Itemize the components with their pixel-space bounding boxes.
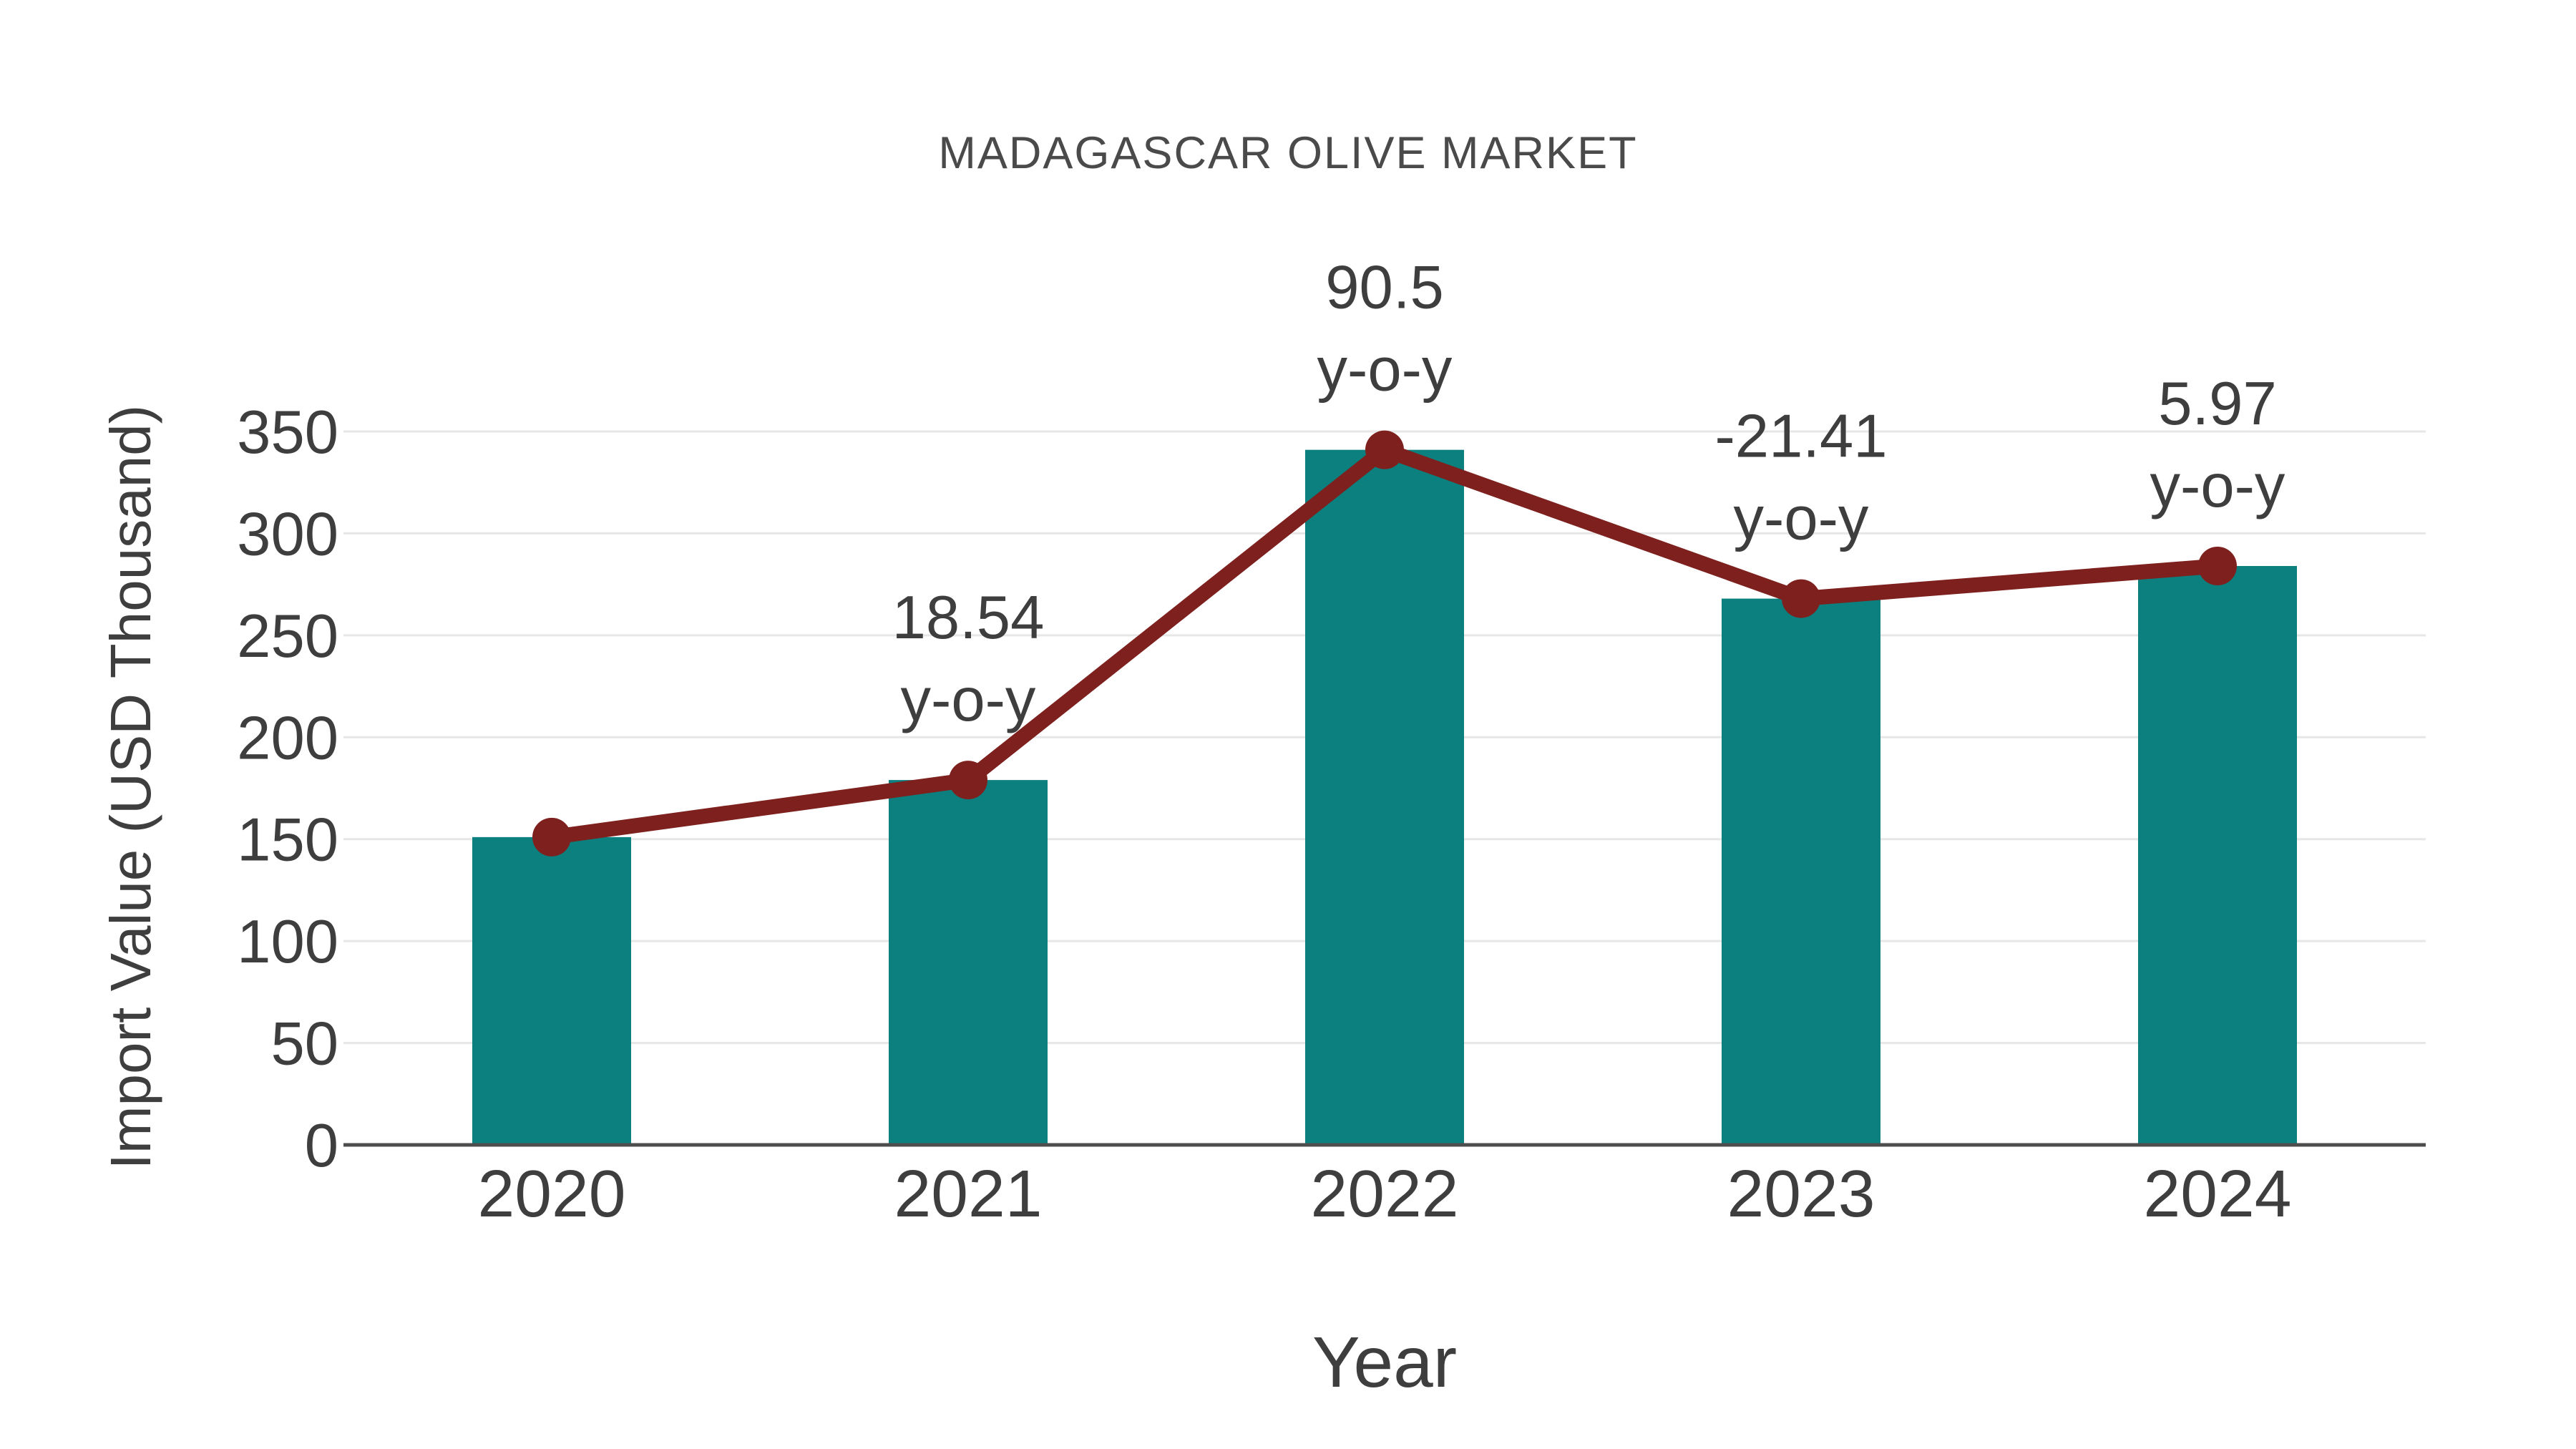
- yoy-value-2024: 5.97: [2158, 370, 2276, 438]
- y-tick-label-50: 50: [270, 1010, 338, 1078]
- trend-line-series: [532, 430, 2237, 857]
- bar-2024: [2138, 566, 2297, 1145]
- bar-2023: [1722, 598, 1880, 1145]
- trend-marker-2020: [532, 817, 571, 857]
- x-tick-label-2024: 2024: [2144, 1156, 2292, 1231]
- trend-marker-2023: [1782, 579, 1820, 618]
- x-tick-label-2020: 2020: [478, 1156, 626, 1231]
- x-tick-label-2021: 2021: [894, 1156, 1043, 1231]
- bar-2020: [472, 836, 631, 1145]
- y-tick-label-300: 300: [237, 500, 338, 568]
- y-tick-label-0: 0: [305, 1112, 338, 1180]
- y-tick-label-150: 150: [237, 806, 338, 874]
- x-tick-label-2023: 2023: [1727, 1156, 1875, 1231]
- y-axis-tick-labels: 0 50 100 150 200 250 300 350: [237, 399, 338, 1180]
- yoy-suffix-2023: y-o-y: [1734, 485, 1869, 553]
- x-axis-tick-labels: 2020 2021 2022 2023 2024: [478, 1156, 2292, 1231]
- chart-title: MADAGASCAR OLIVE MARKET: [938, 128, 1637, 178]
- y-tick-label-200: 200: [237, 704, 338, 772]
- y-tick-label-100: 100: [237, 908, 338, 976]
- yoy-suffix-2022: y-o-y: [1317, 336, 1453, 404]
- bar-2021: [889, 780, 1048, 1145]
- yoy-suffix-2021: y-o-y: [901, 666, 1036, 734]
- y-tick-label-350: 350: [237, 399, 338, 467]
- trend-marker-2021: [949, 761, 987, 800]
- trend-marker-2022: [1365, 430, 1404, 469]
- x-axis-title: Year: [1312, 1322, 1457, 1402]
- yoy-annotations: 18.54 y-o-y 90.5 y-o-y -21.41 y-o-y 5.97 y-o-y: [892, 254, 2285, 734]
- yoy-value-2021: 18.54: [892, 584, 1045, 652]
- y-axis-title: Import Value (USD Thousand): [99, 405, 162, 1170]
- trend-marker-2024: [2198, 547, 2237, 586]
- bar-2022: [1305, 449, 1464, 1145]
- y-tick-label-250: 250: [237, 602, 338, 670]
- bar-series: [472, 449, 2297, 1145]
- yoy-value-2023: -21.41: [1714, 403, 1887, 471]
- x-tick-label-2022: 2022: [1311, 1156, 1459, 1231]
- yoy-value-2022: 90.5: [1325, 254, 1443, 322]
- yoy-suffix-2024: y-o-y: [2150, 452, 2285, 520]
